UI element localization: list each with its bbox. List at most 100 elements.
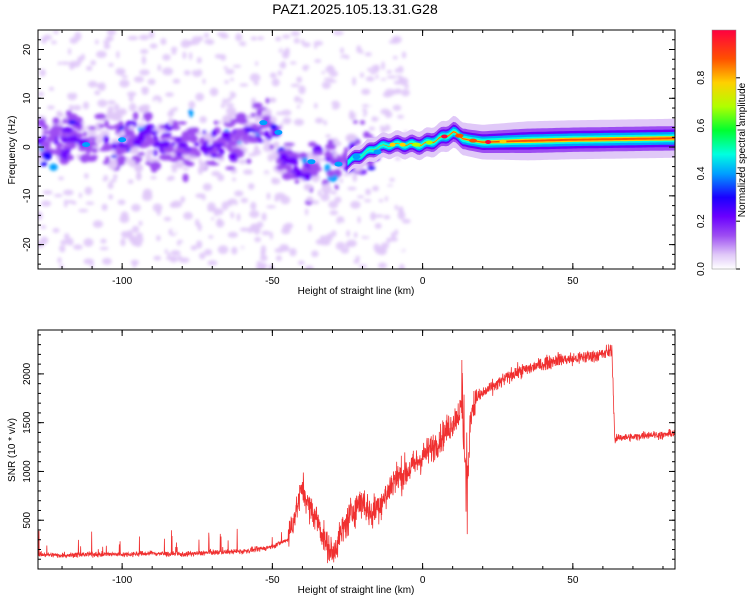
- spectral-speckle: [293, 118, 304, 126]
- spectral-speckle: [394, 68, 399, 73]
- spectral-speckle: [321, 81, 331, 90]
- spectral-speckle: [131, 225, 140, 234]
- spectral-speckle: [152, 203, 163, 213]
- spectral-speckle: [171, 51, 177, 55]
- spectral-speckle: [116, 50, 120, 59]
- spectral-speckle: [269, 72, 277, 79]
- spectral-speckle: [167, 252, 171, 259]
- spectral-speckle: [42, 190, 53, 195]
- spectral-speckle: [138, 220, 143, 226]
- spectral-speckle: [271, 177, 281, 185]
- spectral-blob: [116, 133, 125, 137]
- spectral-blob: [211, 129, 217, 138]
- spectral-speckle: [195, 218, 200, 227]
- spectral-speckle: [323, 120, 328, 126]
- spectral-speckle: [147, 78, 156, 85]
- spectral-speckle: [127, 179, 134, 184]
- spectral-speckle: [374, 201, 378, 207]
- spectral-blob: [41, 135, 47, 140]
- spectral-blob: [221, 130, 231, 140]
- spectral-blob: [91, 148, 98, 154]
- spectral-speckle: [83, 238, 94, 247]
- colorbar-label: Normalized spectral amplitude: [737, 82, 748, 217]
- spectral-blob: [207, 162, 220, 166]
- spectral-blob: [115, 147, 124, 156]
- colorbar-gradient: [712, 30, 736, 269]
- spectral-speckle: [220, 54, 227, 61]
- spectral-speckle: [275, 36, 282, 42]
- spectral-blob: [308, 141, 317, 147]
- spectral-speckle: [343, 173, 348, 177]
- spectral-speckle: [120, 61, 125, 70]
- spectral-speckle: [52, 216, 62, 220]
- spectral-blob: [225, 166, 236, 171]
- spectral-speckle: [162, 245, 170, 250]
- spectral-speckle: [336, 216, 345, 225]
- spectral-blob: [264, 115, 271, 119]
- spectral-speckle: [357, 216, 361, 224]
- spectral-speckle: [235, 33, 243, 42]
- spectral-blob: [302, 172, 312, 181]
- spectral-speckle: [183, 70, 191, 76]
- spectral-blob: [83, 131, 88, 137]
- spectral-speckle: [378, 199, 384, 203]
- spectral-speckle: [202, 183, 213, 191]
- spectral-speckle: [178, 257, 190, 263]
- spectral-speckle: [374, 214, 384, 218]
- spectral-speckle: [48, 48, 54, 52]
- spectral-speckle: [397, 65, 404, 74]
- spectral-speckle: [342, 36, 347, 43]
- spectral-speckle: [163, 216, 172, 222]
- spectral-blob: [195, 150, 201, 158]
- spectral-speckle: [317, 189, 322, 197]
- spectral-speckle: [391, 89, 403, 95]
- spectral-speckle: [194, 208, 201, 213]
- spectral-blob: [41, 130, 52, 135]
- spectral-speckle: [196, 240, 203, 249]
- spectral-speckle: [50, 40, 57, 45]
- spectral-speckle: [171, 225, 178, 234]
- spectral-speckle: [170, 46, 178, 53]
- spectral-speckle: [353, 232, 358, 238]
- spectral-speckle: [386, 237, 391, 244]
- spectral-speckle: [215, 98, 220, 106]
- spectral-speckle: [300, 252, 311, 259]
- spectral-speckle: [306, 151, 313, 158]
- spectral-blob: [132, 111, 139, 121]
- spectral-blob: [110, 154, 118, 158]
- y-tick-label: 500: [22, 511, 33, 528]
- spectral-speckle: [363, 199, 372, 203]
- spectral-blob: [62, 118, 67, 124]
- spectral-speckle: [356, 195, 365, 199]
- spectral-speckle: [127, 35, 139, 41]
- spectral-speckle: [225, 103, 235, 107]
- spectral-speckle: [157, 64, 162, 72]
- spectral-speckle: [220, 103, 226, 109]
- spectral-speckle: [315, 239, 324, 245]
- spectral-blob: [49, 163, 58, 171]
- x-tick-label: 0: [420, 276, 426, 287]
- spectral-speckle: [281, 99, 285, 108]
- spectral-blob: [311, 151, 324, 156]
- spectral-speckle: [221, 201, 229, 211]
- colorbar-frame: [711, 29, 737, 270]
- spectral-speckle: [259, 254, 268, 262]
- spectral-speckle: [281, 227, 291, 235]
- spectral-speckle: [126, 229, 134, 239]
- spectral-speckle: [207, 260, 218, 266]
- spectral-blob: [106, 125, 117, 130]
- spectral-speckle: [314, 59, 322, 63]
- spectral-blob: [254, 114, 260, 123]
- spectral-speckle: [322, 226, 327, 236]
- spectral-speckle: [313, 102, 318, 109]
- spectral-speckle: [346, 101, 356, 107]
- spectral-blob: [213, 120, 219, 125]
- spectral-speckle: [96, 50, 107, 59]
- spectral-speckle: [275, 111, 285, 116]
- spectral-blob: [227, 140, 238, 147]
- spectral-speckle: [52, 227, 60, 233]
- spectral-speckle: [84, 186, 93, 196]
- spectral-speckle: [377, 262, 387, 269]
- spectral-blob: [181, 150, 192, 155]
- spectral-speckle: [133, 76, 145, 83]
